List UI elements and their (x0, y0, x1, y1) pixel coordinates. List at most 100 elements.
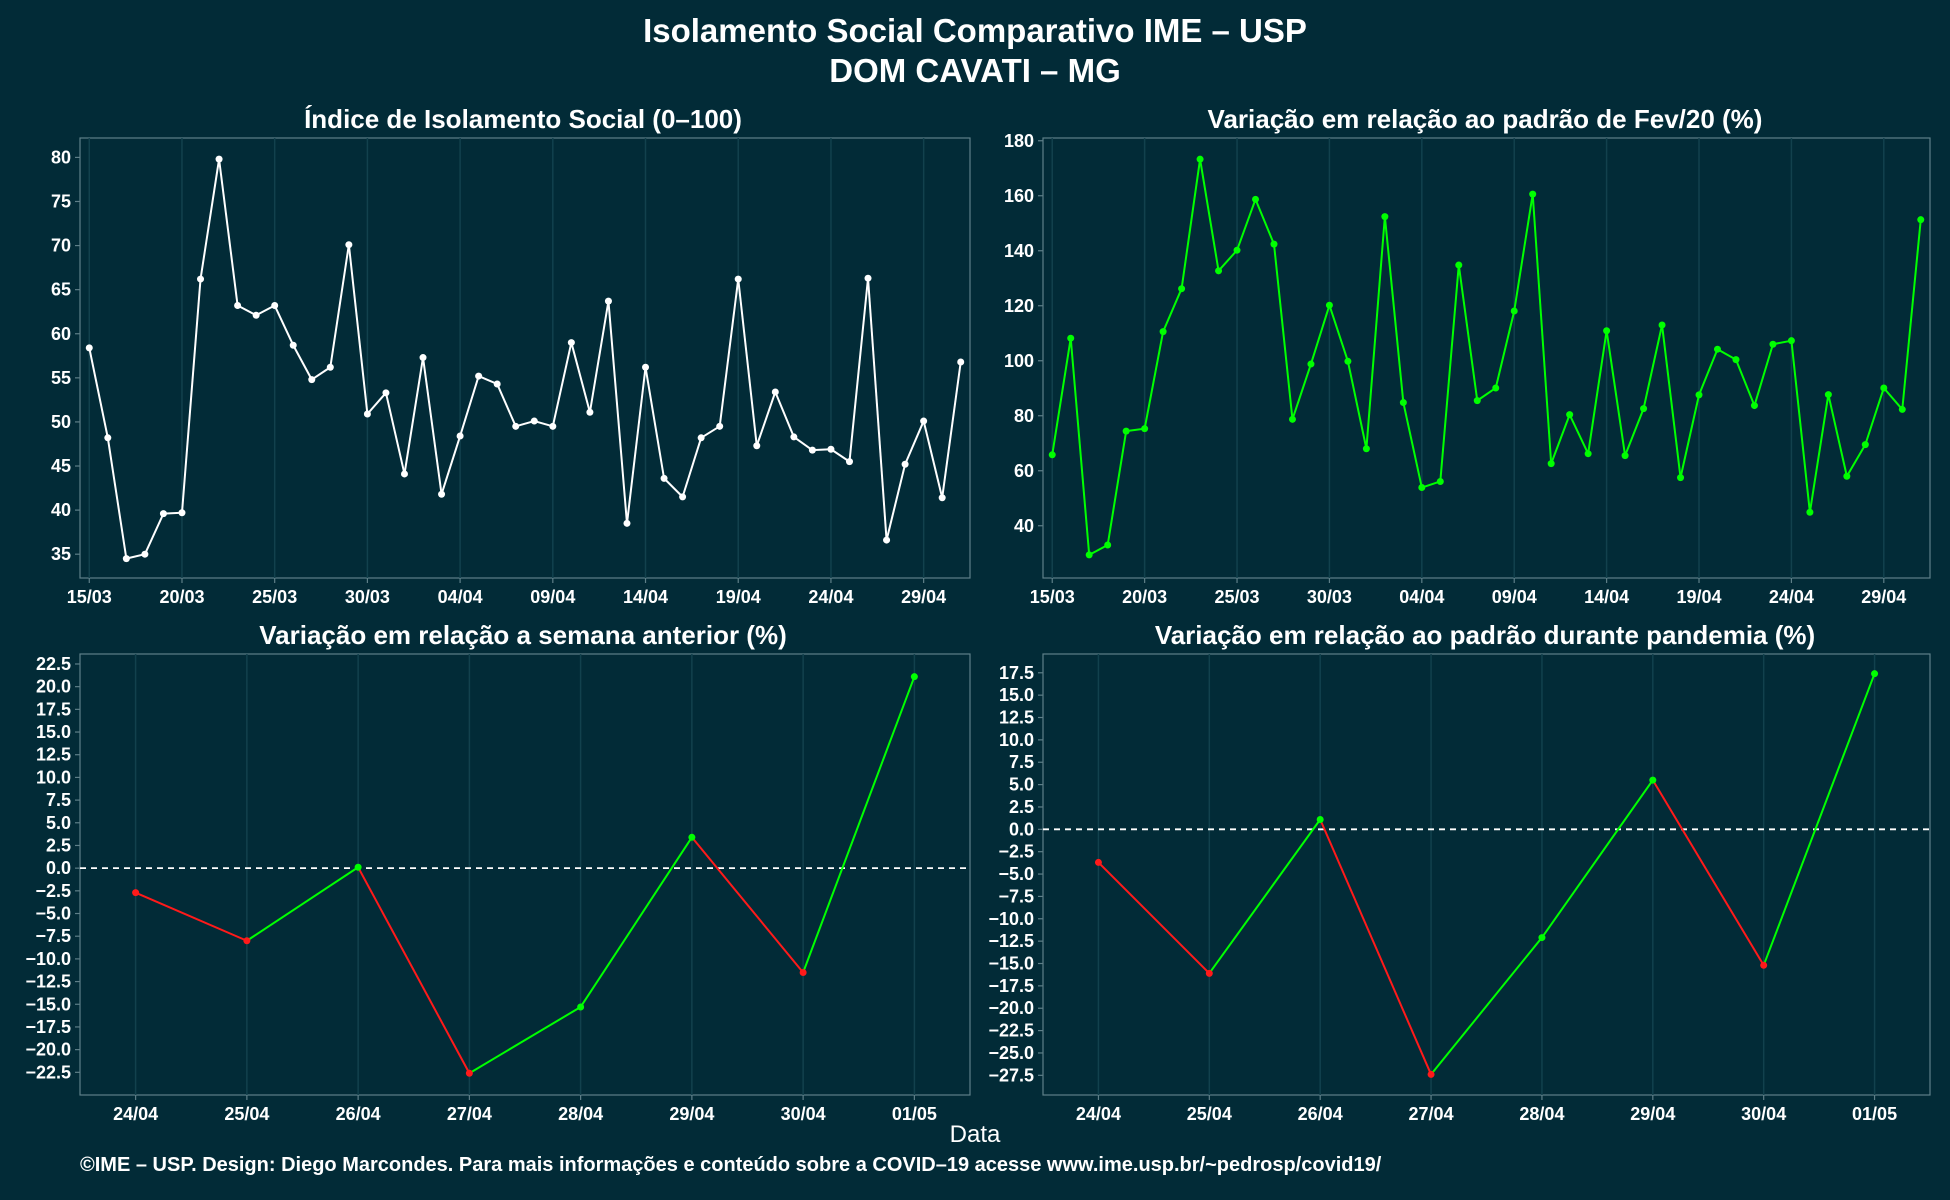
y-tick-label: −7.5 (35, 926, 71, 946)
y-tick-label: 12.5 (36, 745, 71, 765)
y-tick-label: 15.0 (36, 722, 71, 742)
series-segment (793, 436, 813, 451)
x-tick-label: 29/04 (1630, 1104, 1675, 1124)
series-segment (1827, 394, 1848, 477)
series-segment (1365, 216, 1386, 449)
y-tick-label: 120 (1004, 296, 1034, 316)
series-segment (1291, 363, 1312, 420)
panel-feb-variation: 40 60 80 100 120 140 160 180 15/03 20/03 25/03 30/0… (1004, 131, 1931, 607)
data-point (419, 354, 427, 362)
data-point (1806, 508, 1814, 516)
data-point (1270, 240, 1278, 248)
data-point (382, 389, 390, 397)
x-tick-label: 29/04 (1861, 587, 1906, 607)
series-segment (311, 366, 331, 381)
y-tick-label: 17.5 (36, 699, 71, 719)
series-segment (755, 391, 777, 447)
series-segment (1587, 330, 1608, 454)
data-point (753, 442, 761, 450)
series-segment (403, 357, 425, 475)
y-tick-label: 50 (51, 412, 71, 432)
data-point (104, 434, 112, 442)
y-tick-label: 35 (51, 544, 71, 564)
series-segment (922, 420, 944, 498)
data-point (1399, 399, 1407, 407)
series-segment (1642, 324, 1664, 409)
x-tick-label: 26/04 (336, 1104, 381, 1124)
data-point (326, 363, 334, 371)
data-point (132, 889, 140, 897)
data-point (1215, 267, 1223, 275)
series-segment (135, 891, 248, 942)
series-segment (1762, 673, 1876, 966)
data-point (1695, 391, 1703, 399)
data-point (1621, 452, 1629, 460)
series-segment (681, 437, 703, 498)
y-tick-label: 5.0 (46, 813, 71, 833)
x-tick-label: 24/04 (808, 587, 853, 607)
y-tick-label: 15.0 (999, 685, 1034, 705)
series-segment (1217, 249, 1238, 272)
data-point (1917, 216, 1925, 224)
data-point (771, 388, 779, 396)
y-tick-label: 12.5 (999, 708, 1034, 728)
y-tick-label: −20.0 (988, 998, 1034, 1018)
y-tick-label: −5.0 (35, 904, 71, 924)
series-segment (1531, 194, 1553, 464)
series-segment (1901, 219, 1922, 410)
y-tick-label: 75 (51, 191, 71, 211)
y-tick-label: −5.0 (998, 864, 1034, 884)
data-point (1658, 321, 1666, 329)
x-tick-label: 20/03 (159, 587, 204, 607)
y-tick-label: −12.5 (988, 931, 1034, 951)
y-tick-label: 2.5 (1009, 797, 1034, 817)
series-segment (1661, 324, 1682, 478)
series-segment (885, 464, 907, 541)
series-segment (700, 425, 721, 439)
series-segment (199, 159, 221, 280)
series-segment (1735, 359, 1756, 406)
series-segment (1494, 310, 1516, 389)
data-point (456, 432, 464, 440)
series-segment (1808, 394, 1830, 513)
data-point (808, 446, 816, 454)
data-point (1713, 345, 1721, 353)
plot-frame (79, 653, 971, 1096)
data-point (567, 339, 575, 347)
y-tick-label: −10.0 (988, 909, 1034, 929)
series-segment (718, 278, 740, 427)
data-point (1787, 337, 1795, 345)
x-tick-label: 26/04 (1298, 1104, 1343, 1124)
x-tick-label: 19/04 (716, 587, 761, 607)
series-segment (180, 279, 202, 513)
data-point (1307, 360, 1315, 368)
y-tick-label: 7.5 (1009, 752, 1034, 772)
series-segment (1513, 193, 1534, 312)
data-point (1104, 541, 1112, 549)
data-point (363, 410, 371, 418)
series-segment (218, 159, 239, 306)
series-segment (1476, 387, 1497, 402)
y-tick-label: 40 (1014, 516, 1034, 536)
data-point (901, 460, 909, 468)
y-tick-label: 5.0 (1009, 775, 1034, 795)
data-point (1418, 484, 1426, 492)
series-segment (1383, 216, 1405, 403)
y-tick-label: 70 (51, 236, 71, 256)
series-segment (1457, 264, 1479, 401)
x-tick-label: 04/04 (438, 587, 483, 607)
data-point (252, 311, 260, 319)
series-segment (691, 836, 804, 974)
series-segment (1883, 387, 1904, 411)
series-segment (422, 357, 443, 495)
panel-title-pandemic-variation: Variação em relação ao padrão durante pa… (1155, 620, 1815, 650)
y-tick-label: 17.5 (999, 663, 1034, 683)
series-segment (1439, 264, 1460, 482)
data-point (1640, 405, 1648, 413)
data-point (1233, 246, 1241, 254)
series-segment (1568, 414, 1590, 455)
series-segment (1430, 936, 1543, 1076)
data-point (883, 536, 891, 544)
data-point (1455, 261, 1463, 269)
